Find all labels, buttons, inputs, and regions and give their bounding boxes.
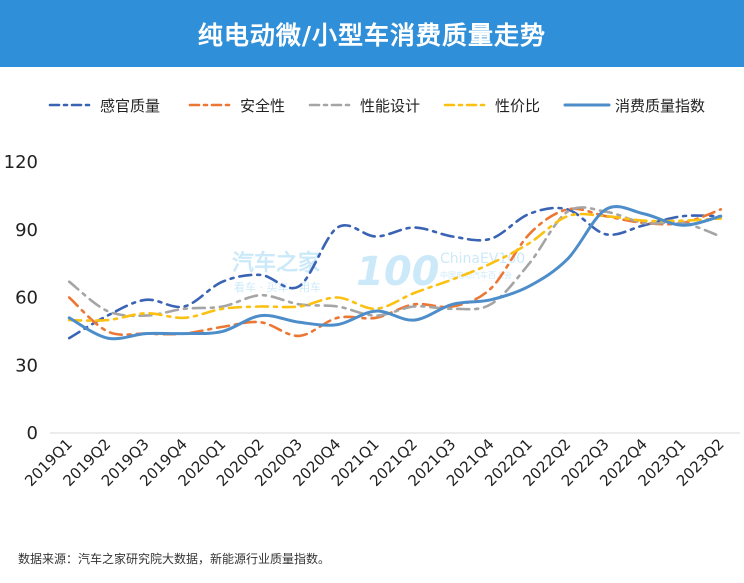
source-note: 数据来源：汽车之家研究院大数据，新能源行业质量指数。 bbox=[18, 552, 331, 566]
y-tick-label: 30 bbox=[15, 355, 38, 376]
watermark-brand-sub: 看车 · 买车 · 用车 bbox=[234, 280, 321, 294]
watermark-logo-en: ChinaEV100 bbox=[440, 251, 525, 267]
legend-label: 性能设计 bbox=[360, 97, 420, 115]
legend-label: 感官质量 bbox=[100, 97, 160, 115]
series-line-3 bbox=[67, 206, 723, 318]
watermark-logo-digits: 100 bbox=[356, 249, 440, 295]
y-tick-label: 60 bbox=[15, 288, 38, 309]
legend-label: 安全性 bbox=[240, 97, 285, 115]
legend: 感官质量 安全性 性能设计 性价比 消费质量指数 bbox=[48, 97, 705, 115]
chart-title-bar: 纯电动微/小型车消费质量走势 bbox=[0, 0, 744, 67]
legend-label: 性价比 bbox=[495, 97, 540, 115]
x-axis-ticks: 2019Q12019Q22019Q32019Q42020Q12020Q22020… bbox=[21, 435, 727, 490]
series-lines bbox=[67, 205, 723, 341]
y-tick-label: 120 bbox=[4, 152, 38, 173]
series-line-4 bbox=[67, 212, 723, 322]
chart-title: 纯电动微/小型车消费质量走势 bbox=[197, 20, 547, 50]
watermark: 汽车之家 看车 · 买车 · 用车 100 ChinaEV100 中国电动汽车百… bbox=[232, 249, 525, 295]
y-axis-ticks: 0 30 60 90 120 bbox=[4, 152, 38, 444]
line-chart: 汽车之家 看车 · 买车 · 用车 100 ChinaEV100 中国电动汽车百… bbox=[4, 97, 740, 490]
watermark-logo-cn: 中国电动汽车百人会 bbox=[440, 270, 512, 280]
y-tick-label: 90 bbox=[15, 220, 38, 241]
legend-label: 消费质量指数 bbox=[615, 97, 705, 115]
y-tick-label: 0 bbox=[27, 423, 38, 444]
series-line-5 bbox=[67, 205, 723, 341]
series-line-1 bbox=[67, 206, 723, 340]
watermark-brand: 汽车之家 bbox=[232, 250, 321, 276]
